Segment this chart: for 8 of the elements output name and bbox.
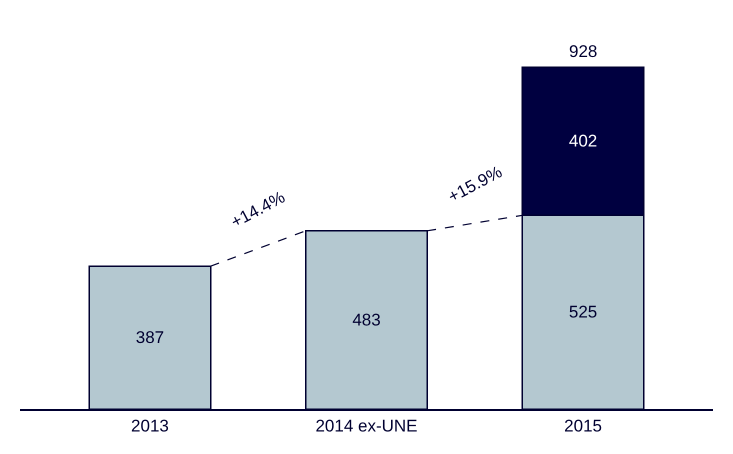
data-label: 402 [568, 132, 598, 151]
x-tick-label: 2015 [564, 416, 602, 436]
total-label: 928 [569, 42, 598, 61]
data-label: 387 [136, 328, 164, 348]
data-label: 525 [568, 302, 598, 322]
x-tick-label: 2014 ex-UNE [315, 416, 418, 436]
x-tick-label: 2013 [131, 416, 169, 436]
data-label: 483 [352, 310, 381, 330]
